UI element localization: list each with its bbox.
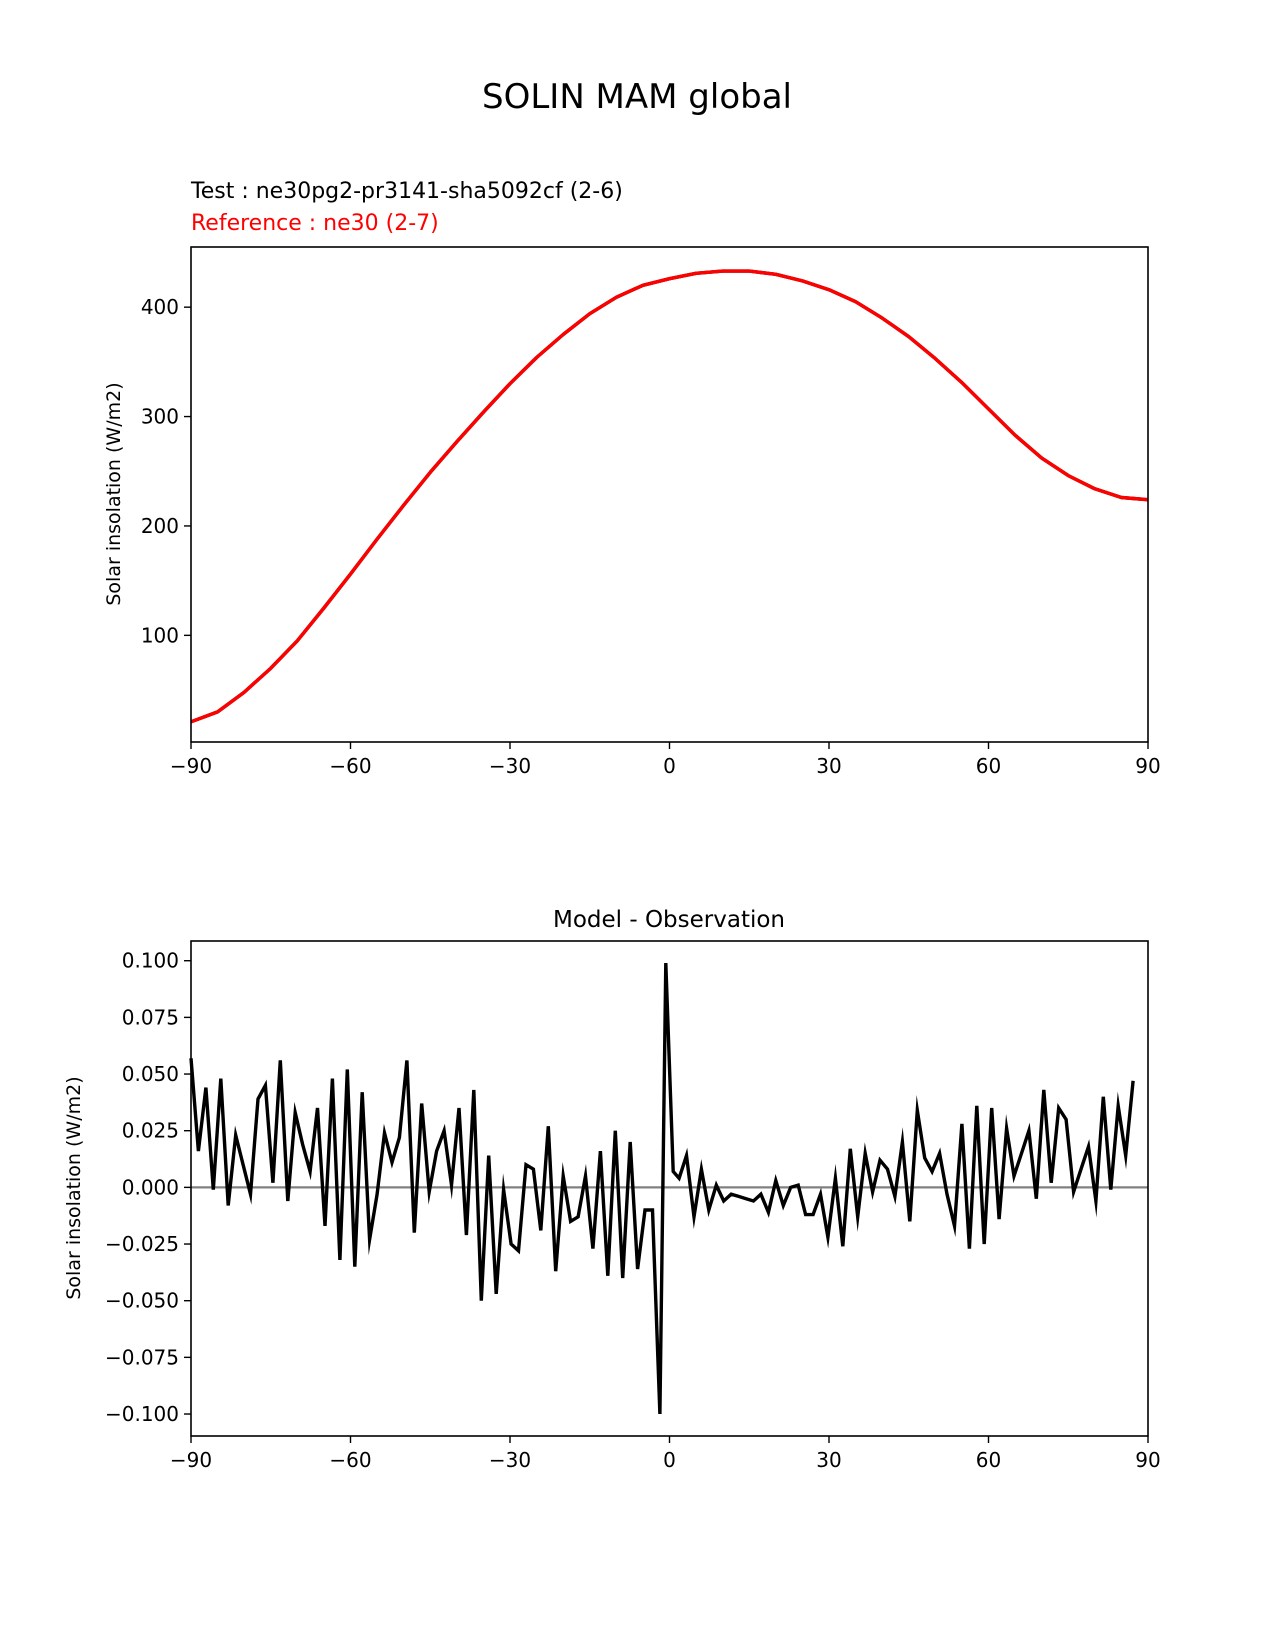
x-tick-label: −90 [170,754,212,778]
x-tick-label: 90 [1135,1448,1160,1472]
y-tick-label: 100 [141,623,179,647]
x-tick-label: −30 [489,754,531,778]
x-tick-label: 0 [663,1448,676,1472]
bottom-series-group [189,962,1148,1415]
y-tick-label: 0.025 [122,1119,179,1143]
y-tick-label: −0.100 [105,1402,179,1426]
x-tick-label: 60 [976,1448,1001,1472]
figure-title: SOLIN MAM global [482,77,792,117]
test-label: Test : ne30pg2-pr3141-sha5092cf (2-6) [190,179,623,204]
y-tick-label: 0.000 [122,1175,179,1199]
x-tick-label: −30 [489,1448,531,1472]
x-tick-label: −90 [170,1448,212,1472]
top-y-axis-label: Solar insolation (W/m2) [103,382,125,605]
x-tick-label: 60 [976,754,1001,778]
y-tick-label: 300 [141,405,179,429]
y-tick-label: 400 [141,295,179,319]
bottom-y-axis-label: Solar insolation (W/m2) [63,1076,85,1299]
x-tick-label: 30 [816,1448,841,1472]
x-tick-label: 90 [1135,754,1160,778]
series-line-test [190,269,1149,724]
y-tick-label: 0.075 [122,1005,179,1029]
y-tick-label: 0.100 [122,949,179,973]
reference-label: Reference : ne30 (2-7) [191,211,439,236]
x-tick-label: −60 [329,1448,371,1472]
y-tick-label: 200 [141,514,179,538]
x-tick-label: 0 [663,754,676,778]
difference-line [189,962,1135,1415]
bottom-axis-ticks: −90 −60 −30 0 30 60 90 0.100 0.075 0.050 0.025 0.00… [105,949,1161,1472]
bottom-panel-title: Model - Observation [553,907,785,933]
y-tick-label: −0.050 [105,1289,179,1313]
bottom-plot-frame [190,940,1149,1437]
y-tick-label: −0.025 [105,1232,179,1256]
top-axis-ticks: −90 −60 −30 0 30 60 90 100 200 300 400 [141,295,1161,778]
y-tick-label: −0.075 [105,1345,179,1369]
series-line-reference [190,269,1149,724]
top-plot-frame [190,246,1149,743]
x-tick-label: −60 [329,754,371,778]
bottom-panel: Model - Observation Solar insolation (W/… [63,907,1161,1472]
y-tick-label: 0.050 [122,1062,179,1086]
top-series-group [190,269,1149,724]
top-panel: Test : ne30pg2-pr3141-sha5092cf (2-6) Re… [103,179,1161,778]
x-tick-label: 30 [816,754,841,778]
